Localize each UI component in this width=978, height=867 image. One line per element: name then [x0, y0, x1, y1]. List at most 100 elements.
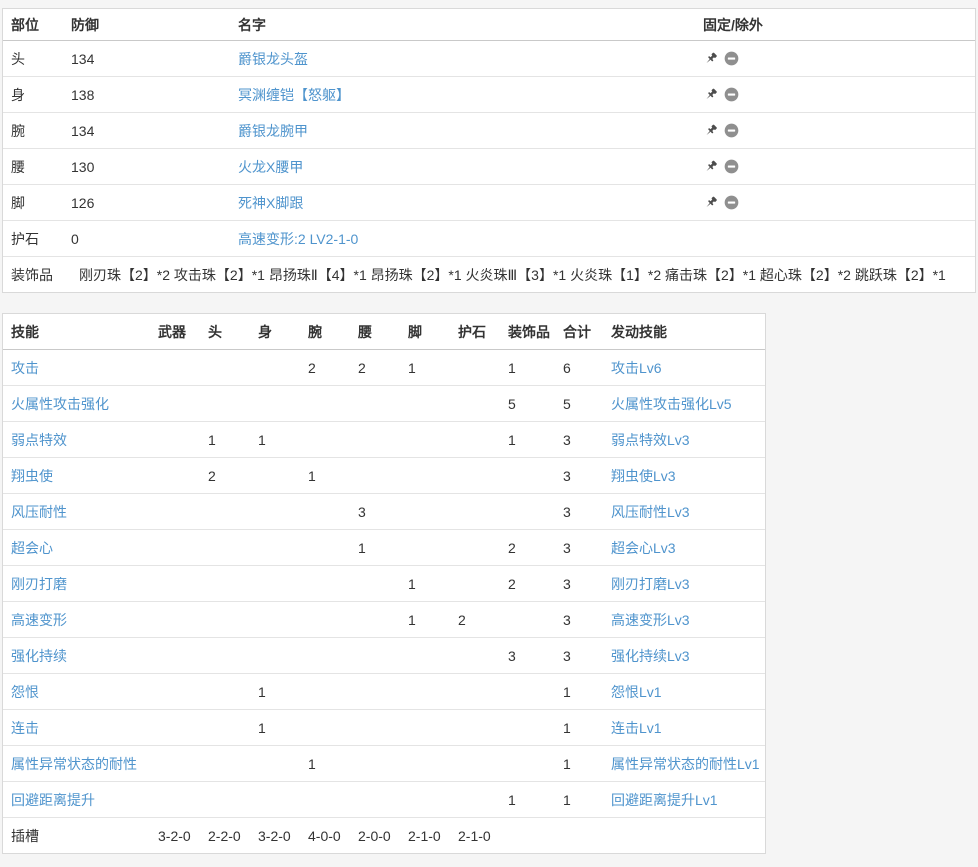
skill-arm-value: 1	[308, 467, 316, 484]
skill-deco-value: 1	[508, 431, 516, 448]
active-skill-link[interactable]: 回避距离提升Lv1	[611, 791, 718, 808]
skill-name-link[interactable]: 火属性攻击强化	[11, 395, 109, 412]
skill-arm-value: 1	[308, 755, 316, 772]
skill-leg-value: 1	[408, 359, 416, 376]
active-skill-link[interactable]: 属性异常状态的耐性Lv1	[611, 755, 760, 772]
skill-total-value: 3	[563, 431, 571, 448]
skill-row: 火属性攻击强化 5 5 火属性攻击强化Lv5	[3, 385, 765, 421]
equipment-row: 腕 134 爵银龙腕甲	[3, 112, 975, 148]
skill-name-link[interactable]: 高速变形	[11, 611, 67, 628]
pin-icon[interactable]	[703, 123, 719, 139]
skill-head-value: 2	[208, 467, 216, 484]
skill-head-value: 1	[208, 431, 216, 448]
skill-waist-value: 2	[358, 359, 366, 376]
defense-value: 130	[71, 158, 95, 175]
header-active-skill: 发动技能	[611, 323, 667, 340]
header-name: 名字	[238, 16, 266, 33]
skill-row: 超会心 1 2 3 超会心Lv3	[3, 529, 765, 565]
skill-row: 刚刃打磨 1 2 3 刚刃打磨Lv3	[3, 565, 765, 601]
skill-rows: 攻击 2 2 1 1 6 攻击Lv6 火属性攻击强化 5 5 火属性攻击强化Lv…	[3, 349, 765, 817]
active-skill-link[interactable]: 攻击Lv6	[611, 359, 662, 376]
skill-name-link[interactable]: 弱点特效	[11, 431, 67, 448]
header-body: 身	[258, 323, 272, 340]
skill-name-link[interactable]: 风压耐性	[11, 503, 67, 520]
part-label: 头	[11, 50, 25, 67]
slots-body: 3-2-0	[258, 827, 291, 844]
minus-circle-icon[interactable]	[723, 123, 739, 139]
active-skill-link[interactable]: 超会心Lv3	[611, 539, 676, 556]
skill-deco-value: 1	[508, 359, 516, 376]
skill-row: 连击 1 1 连击Lv1	[3, 709, 765, 745]
decorations-label: 装饰品	[11, 266, 53, 283]
skill-name-link[interactable]: 攻击	[11, 359, 39, 376]
skill-name-link[interactable]: 强化持续	[11, 647, 67, 664]
pin-icon[interactable]	[703, 159, 719, 175]
active-skill-link[interactable]: 风压耐性Lv3	[611, 503, 690, 520]
skill-name-link[interactable]: 翔虫使	[11, 467, 53, 484]
skill-total-value: 3	[563, 539, 571, 556]
header-part: 部位	[11, 16, 39, 33]
decorations-row: 装饰品 刚刃珠【2】*2 攻击珠【2】*1 昂扬珠Ⅱ【4】*1 昂扬珠【2】*1…	[3, 256, 975, 292]
skill-body-value: 1	[258, 719, 266, 736]
skill-total-value: 3	[563, 503, 571, 520]
part-label: 腰	[11, 158, 25, 175]
skill-name-link[interactable]: 怨恨	[11, 683, 39, 700]
equipment-row: 头 134 爵银龙头盔	[3, 40, 975, 76]
equipment-row: 护石 0 高速变形:2 LV2-1-0	[3, 220, 975, 256]
skill-row: 高速变形 1 2 3 高速变形Lv3	[3, 601, 765, 637]
skill-name-link[interactable]: 连击	[11, 719, 39, 736]
slots-waist: 2-0-0	[358, 827, 391, 844]
pin-icon[interactable]	[703, 87, 719, 103]
equipment-name-link[interactable]: 火龙X腰甲	[238, 158, 304, 175]
skill-total-value: 3	[563, 611, 571, 628]
skill-row: 属性异常状态的耐性 1 1 属性异常状态的耐性Lv1	[3, 745, 765, 781]
header-defense: 防御	[71, 16, 99, 33]
active-skill-link[interactable]: 连击Lv1	[611, 719, 662, 736]
minus-circle-icon[interactable]	[723, 51, 739, 67]
active-skill-link[interactable]: 强化持续Lv3	[611, 647, 690, 664]
equipment-name-link[interactable]: 爵银龙头盔	[238, 50, 308, 67]
active-skill-link[interactable]: 刚刃打磨Lv3	[611, 575, 690, 592]
equipment-name-link[interactable]: 高速变形:2 LV2-1-0	[238, 230, 359, 247]
skill-total-value: 1	[563, 755, 571, 772]
header-deco: 装饰品	[508, 323, 550, 340]
skill-table: 技能 武器 头 身 腕 腰 脚 护石 装饰品 合计 发动技能 攻击 2 2 1 …	[2, 313, 766, 854]
equipment-name-link[interactable]: 冥渊缠铠【怒躯】	[238, 86, 350, 103]
equipment-name-link[interactable]: 爵银龙腕甲	[238, 122, 308, 139]
skill-total-value: 1	[563, 683, 571, 700]
minus-circle-icon[interactable]	[723, 87, 739, 103]
skill-name-link[interactable]: 刚刃打磨	[11, 575, 67, 592]
slots-label: 插槽	[11, 827, 39, 844]
header-waist: 腰	[358, 323, 372, 340]
equipment-name-link[interactable]: 死神X脚跟	[238, 194, 304, 211]
header-charm: 护石	[458, 323, 486, 340]
fix-exclude-cell	[701, 159, 975, 175]
skill-row: 弱点特效 1 1 1 3 弱点特效Lv3	[3, 421, 765, 457]
pin-icon[interactable]	[703, 195, 719, 211]
slots-arm: 4-0-0	[308, 827, 341, 844]
fix-icons	[703, 123, 739, 139]
skill-name-link[interactable]: 属性异常状态的耐性	[11, 755, 137, 772]
minus-circle-icon[interactable]	[723, 159, 739, 175]
skill-deco-value: 2	[508, 539, 516, 556]
part-label: 身	[11, 86, 25, 103]
active-skill-link[interactable]: 火属性攻击强化Lv5	[611, 395, 732, 412]
active-skill-link[interactable]: 怨恨Lv1	[611, 683, 662, 700]
active-skill-link[interactable]: 翔虫使Lv3	[611, 467, 676, 484]
minus-circle-icon[interactable]	[723, 195, 739, 211]
skill-deco-value: 5	[508, 395, 516, 412]
equipment-row: 身 138 冥渊缠铠【怒躯】	[3, 76, 975, 112]
fix-exclude-cell	[701, 195, 975, 211]
skill-name-link[interactable]: 超会心	[11, 539, 53, 556]
skill-name-link[interactable]: 回避距离提升	[11, 791, 95, 808]
active-skill-link[interactable]: 高速变形Lv3	[611, 611, 690, 628]
skill-row: 攻击 2 2 1 1 6 攻击Lv6	[3, 349, 765, 385]
skill-deco-value: 3	[508, 647, 516, 664]
pin-icon[interactable]	[703, 51, 719, 67]
fix-exclude-cell	[701, 51, 975, 67]
header-total: 合计	[563, 323, 591, 340]
equipment-row: 脚 126 死神X脚跟	[3, 184, 975, 220]
skill-charm-value: 2	[458, 611, 466, 628]
defense-value: 134	[71, 122, 95, 139]
active-skill-link[interactable]: 弱点特效Lv3	[611, 431, 690, 448]
